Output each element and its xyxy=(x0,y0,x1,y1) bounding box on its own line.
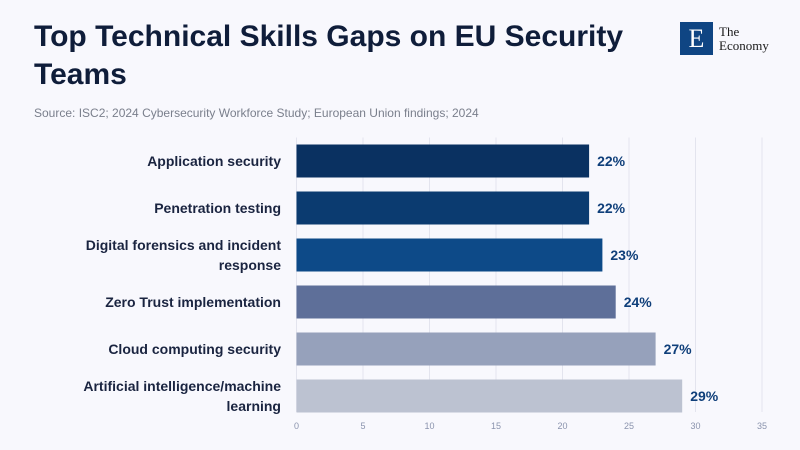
data-label: 22% xyxy=(597,200,626,216)
x-tick-label: 0 xyxy=(294,421,299,431)
logo: E The Economy xyxy=(680,22,769,55)
logo-mark: E xyxy=(680,22,713,55)
x-tick-label: 10 xyxy=(424,421,434,431)
data-label: 23% xyxy=(610,247,639,263)
category-label: learning xyxy=(227,398,281,414)
bar xyxy=(296,191,590,225)
category-label: Application security xyxy=(147,153,281,169)
category-label: Penetration testing xyxy=(154,200,281,216)
chart-source: Source: ISC2; 2024 Cybersecurity Workfor… xyxy=(34,106,479,120)
x-tick-label: 35 xyxy=(757,421,767,431)
category-label: Artificial intelligence/machine xyxy=(83,378,281,394)
data-label: 22% xyxy=(597,153,626,169)
category-label: Cloud computing security xyxy=(108,341,281,357)
bar xyxy=(296,285,616,319)
category-label: Zero Trust implementation xyxy=(105,294,281,310)
bar xyxy=(296,332,656,366)
x-tick-label: 20 xyxy=(557,421,567,431)
x-tick-label: 25 xyxy=(624,421,634,431)
bar xyxy=(296,144,590,178)
x-tick-label: 30 xyxy=(690,421,700,431)
logo-text-1: The xyxy=(719,23,740,39)
data-label: 27% xyxy=(664,341,693,357)
bar xyxy=(296,238,603,272)
logo-text-2: Economy xyxy=(719,37,769,53)
x-tick-label: 5 xyxy=(360,421,365,431)
category-label: response xyxy=(219,257,281,273)
x-tick-label: 15 xyxy=(491,421,501,431)
chart-title: Top Technical Skills Gaps on EU Security… xyxy=(34,20,624,91)
data-label: 29% xyxy=(690,388,719,404)
bar xyxy=(296,379,683,413)
data-label: 24% xyxy=(624,294,653,310)
category-label: Digital forensics and incident xyxy=(86,237,282,253)
